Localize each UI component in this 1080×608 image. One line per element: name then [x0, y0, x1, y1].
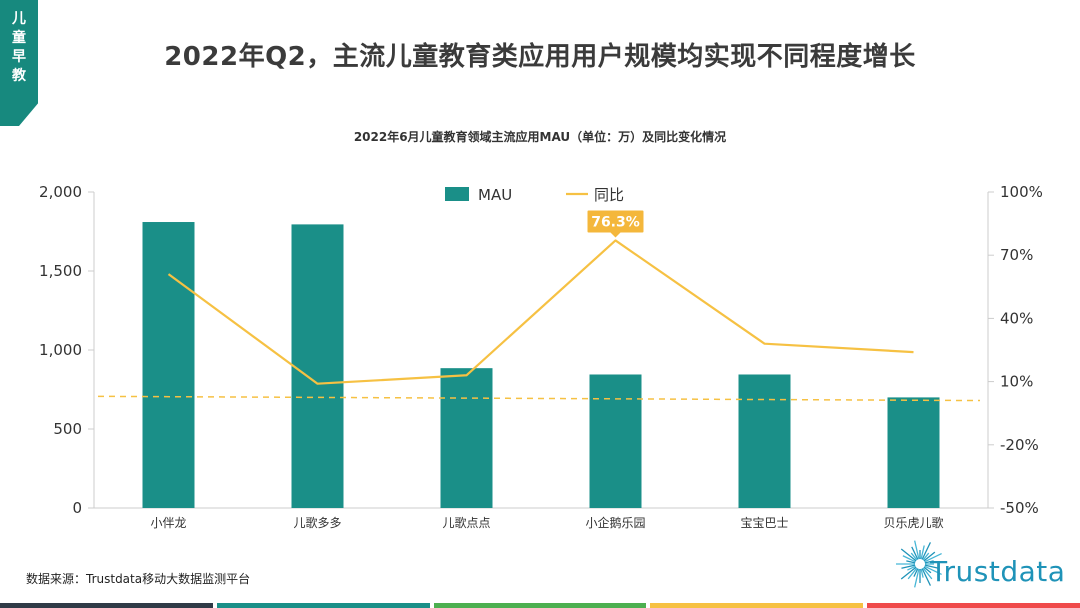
x-tick-label: 宝宝巴士 [740, 516, 788, 530]
legend-label-mau: MAU [478, 186, 512, 204]
logo-ray [922, 552, 930, 561]
section-tag-char: 童 [12, 30, 26, 46]
legend-swatch-mau [445, 187, 469, 201]
bottom-color-bar [0, 603, 1080, 608]
logo-ray [913, 568, 919, 577]
x-tick-label: 贝乐虎儿歌 [883, 515, 943, 530]
chart-subtitle: 2022年6月儿童教育领域主流应用MAU（单位：万）及同比变化情况 [353, 130, 727, 144]
y-right-tick-label: 40% [1000, 309, 1033, 327]
logo-ray [923, 551, 936, 562]
annotation-badge [587, 210, 644, 233]
bottom-bar-segment [433, 603, 647, 608]
logo-ray [924, 564, 939, 569]
logo-ray [924, 560, 934, 564]
logo-ray [924, 565, 942, 575]
logo-text: Trustdata [930, 555, 1066, 588]
x-tick-label: 儿歌点点 [442, 515, 490, 530]
logo-ray [906, 560, 916, 564]
logo-ray [922, 567, 933, 580]
legend-label-yoy: 同比 [594, 186, 624, 204]
logo-ray [902, 555, 916, 563]
bottom-bar-segment [650, 603, 864, 608]
trend-line [97, 395, 981, 402]
section-tag-char: 儿 [12, 11, 26, 27]
section-tag-char: 教 [12, 68, 26, 84]
bar-mau [887, 397, 940, 508]
y-left-tick-label: 2,000 [39, 183, 82, 201]
x-tick-label: 小伴龙 [150, 516, 186, 530]
logo-ray [914, 568, 920, 588]
bar-mau [589, 374, 642, 508]
logo-ray [907, 567, 918, 580]
bar-mau [291, 224, 344, 508]
logo-ray [920, 545, 925, 560]
bottom-bar-segment [0, 603, 213, 608]
y-right-tick-label: 100% [1000, 183, 1043, 201]
logo-ray [921, 542, 931, 560]
bottom-bar-segment [216, 603, 430, 608]
combo-chart: 0 500 1,000 1,500 2,000 -50% -20% 10% 40% 70% 100%… [39, 183, 1043, 530]
data-source: 数据来源：Trustdata移动大数据监测平台 [26, 572, 251, 586]
logo-ray [923, 566, 932, 574]
bar-mau [142, 222, 195, 508]
y-left-tick-label: 500 [53, 420, 82, 438]
y-right-tick-label: -50% [1000, 499, 1039, 517]
y-left-tick-label: 1,000 [39, 341, 82, 359]
annotation-pointer [610, 232, 621, 238]
y-left-tick-label: 1,500 [39, 262, 82, 280]
section-tag-char: 早 [12, 49, 26, 65]
y-right-tick-label: -20% [1000, 436, 1039, 454]
logo-ray [924, 553, 942, 563]
bar-mau [440, 368, 493, 508]
logo-ray [901, 564, 916, 569]
logo-ray [920, 568, 924, 578]
logo-ray [910, 552, 918, 561]
x-tick-label: 儿歌多多 [293, 515, 341, 530]
page-title: 2022年Q2，主流儿童教育类应用用户规模均实现不同程度增长 [164, 42, 916, 72]
trustdata-logo-icon [896, 540, 942, 588]
logo-ray [900, 566, 917, 580]
bar-mau [738, 374, 791, 508]
line-yoy [167, 239, 914, 385]
bottom-bar-segment [867, 603, 1080, 608]
logo-ray [900, 548, 917, 562]
logo-ray [907, 565, 916, 571]
logo-ray [911, 546, 919, 560]
logo-ray [914, 540, 920, 560]
section-tag: 儿 童 早 教 [0, 0, 38, 126]
logo-ray [921, 568, 931, 586]
y-right-tick-label: 10% [1000, 373, 1033, 391]
annotation-label: 76.3% [591, 214, 640, 230]
x-tick-label: 小企鹅乐园 [585, 515, 645, 530]
y-left-tick-label: 0 [72, 499, 82, 517]
y-right-tick-label: 70% [1000, 246, 1033, 264]
